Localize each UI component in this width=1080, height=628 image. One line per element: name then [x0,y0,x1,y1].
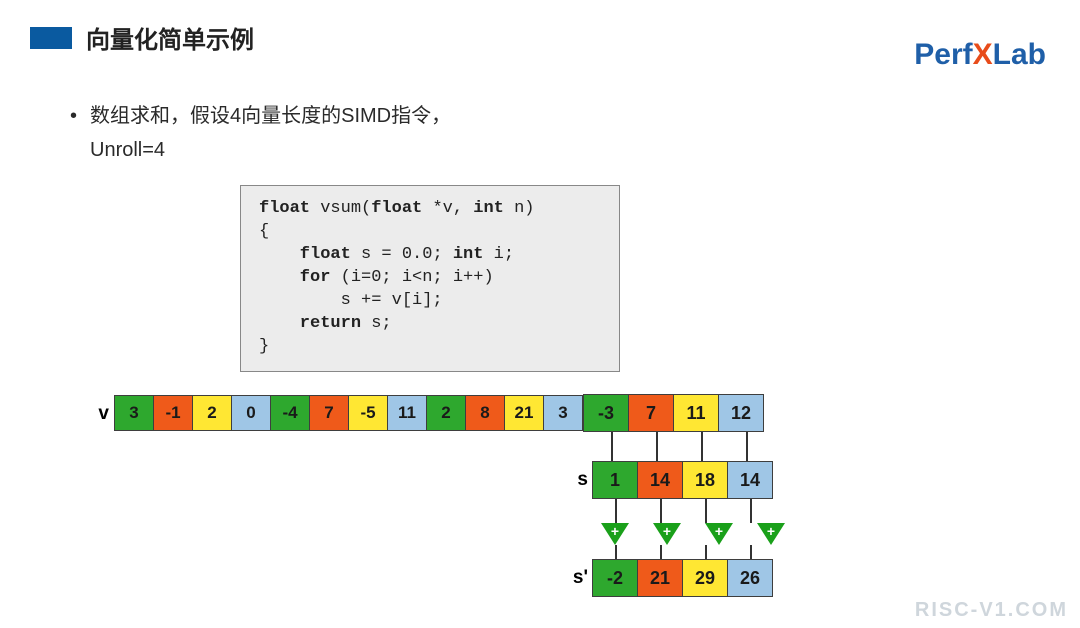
vector-cell: 3 [114,395,154,431]
vector-cell: -5 [348,395,388,431]
adder-icon [757,523,785,545]
logo-pre: Perf [914,38,972,71]
vector-cell: -3 [583,394,629,432]
vector-cell: 0 [231,395,271,431]
connector-line [750,545,752,559]
connector-line [660,545,662,559]
vector-cell: 18 [682,461,728,499]
vector-cell: 7 [628,394,674,432]
vector-cell: 14 [727,461,773,499]
connector-line [660,499,662,523]
bullet-line2: Unroll=4 [90,139,165,161]
vector-cell: 2 [426,395,466,431]
connector-line [705,545,707,559]
connector-line [705,499,707,523]
connector-line [656,432,658,461]
vector-cell: 7 [309,395,349,431]
vector-cell: -2 [592,559,638,597]
vector-cell: 21 [504,395,544,431]
label-s: s [558,469,588,491]
vector-cell: 12 [718,394,764,432]
logo-post: Lab [993,38,1046,71]
label-v: v [79,403,109,425]
vector-cell: 3 [543,395,583,431]
header-accent-bar [30,27,72,49]
vector-cell: 14 [637,461,683,499]
code-snippet: float vsum(float *v, int n) { float s = … [240,185,620,372]
label-sp: s' [558,567,588,589]
connector-line [746,432,748,461]
bullet-line1: 数组求和，假设4向量长度的SIMD指令， [90,105,451,127]
connector-line [615,499,617,523]
bullet-text: •数组求和，假设4向量长度的SIMD指令， Unroll=4 [70,99,1080,167]
vector-cell: 29 [682,559,728,597]
s-row: 1141814 [593,461,773,499]
v-last4: -371112 [584,394,764,432]
logo-x: X [973,38,993,71]
vector-cell: 21 [637,559,683,597]
slide-title: 向量化简单示例 [86,20,254,55]
connector-line [750,499,752,523]
vector-cell: 8 [465,395,505,431]
vector-cell: 26 [727,559,773,597]
perfxlab-logo: PerfXLab [914,38,1046,72]
adders [601,523,785,545]
watermark: RISC-V1.COM [915,599,1068,622]
adder-icon [653,523,681,545]
vector-cell: 11 [387,395,427,431]
vector-cell: 11 [673,394,719,432]
adder-icon [601,523,629,545]
bullet-dot: • [70,99,90,133]
connector-line [611,432,613,461]
vector-cell: -4 [270,395,310,431]
vector-cell: 1 [592,461,638,499]
vector-cell: 2 [192,395,232,431]
adder-icon [705,523,733,545]
connector-line [615,545,617,559]
vector-cell: -1 [153,395,193,431]
sp-row: -2212926 [593,559,773,597]
connector-line [701,432,703,461]
